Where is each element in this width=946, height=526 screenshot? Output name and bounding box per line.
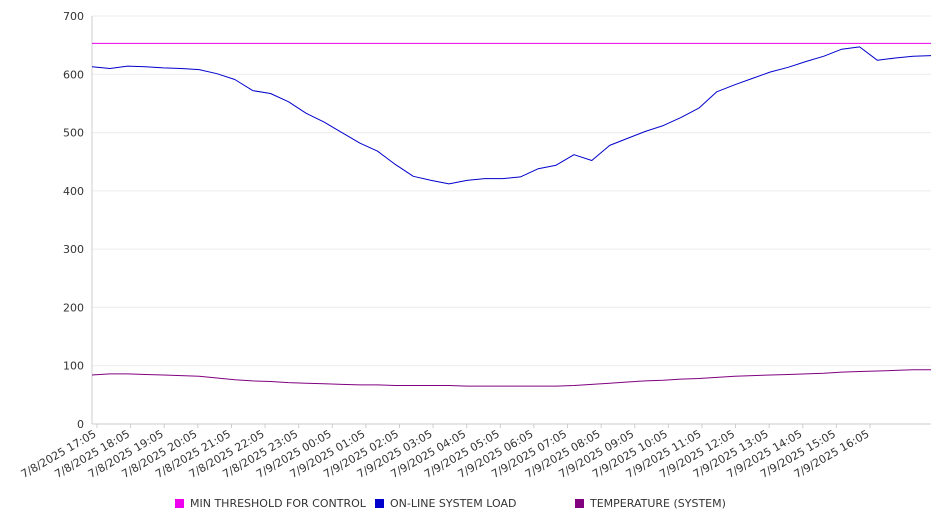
gridlines (92, 15, 931, 425)
legend-swatch-system-load (375, 499, 384, 508)
legend: MIN THRESHOLD FOR CONTROL ON-LINE SYSTEM… (0, 497, 946, 515)
axes (91, 16, 931, 428)
legend-swatch-min-threshold (175, 499, 184, 508)
legend-item-system-load: ON-LINE SYSTEM LOAD (375, 497, 516, 510)
legend-label-temperature: TEMPERATURE (SYSTEM) (590, 497, 726, 510)
legend-swatch-temperature (575, 499, 584, 508)
y-tick-label-300: 300 (63, 243, 84, 256)
y-tick-label-700: 700 (63, 10, 84, 23)
series-lines (91, 42, 932, 387)
y-tick-label-200: 200 (63, 301, 84, 314)
y-tick-label-0: 0 (77, 418, 84, 431)
series-line-temperature-system (91, 369, 931, 387)
legend-item-temperature: TEMPERATURE (SYSTEM) (575, 497, 726, 510)
y-tick-label-600: 600 (63, 68, 84, 81)
y-tick-label-100: 100 (63, 360, 84, 373)
legend-label-system-load: ON-LINE SYSTEM LOAD (390, 497, 517, 510)
y-tick-label-400: 400 (63, 185, 84, 198)
legend-item-min-threshold: MIN THRESHOLD FOR CONTROL (175, 497, 366, 510)
legend-label-min-threshold: MIN THRESHOLD FOR CONTROL (190, 497, 366, 510)
series-line-on-line-system-load (91, 46, 932, 185)
x-axis-tick-labels: 7/8/2025 17:057/8/2025 18:057/8/2025 19:… (19, 427, 872, 481)
y-tick-label-500: 500 (63, 127, 84, 140)
y-axis-tick-labels: 0 100 200 300 400 500 600 700 (63, 10, 84, 431)
